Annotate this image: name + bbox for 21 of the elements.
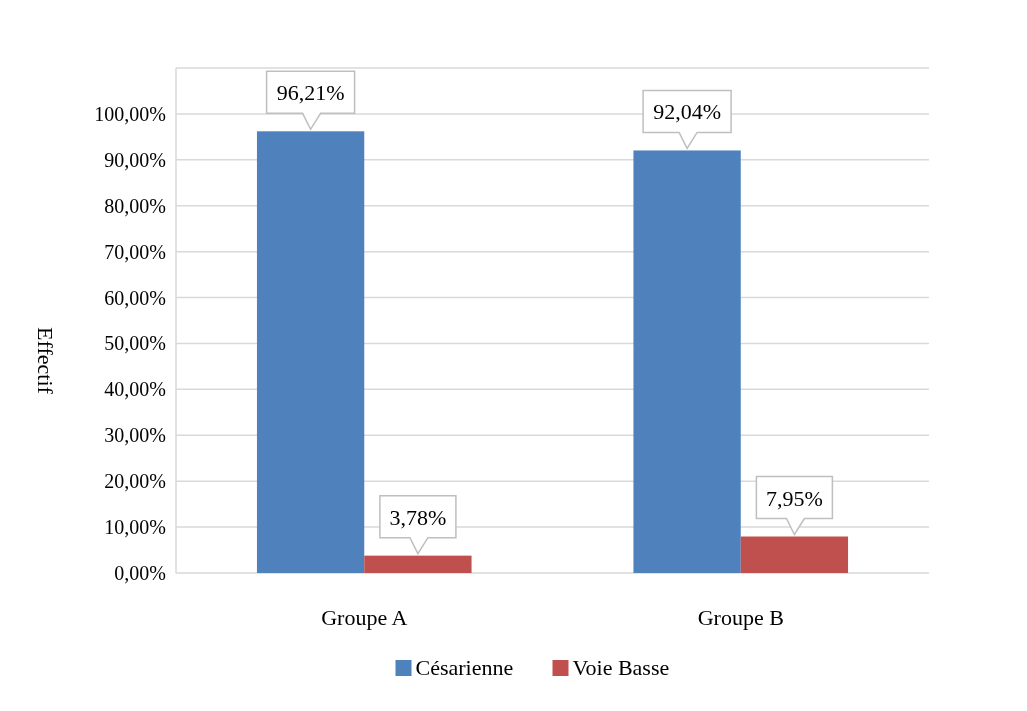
y-axis-title: Effectif — [33, 327, 58, 395]
legend-label: Voie Basse — [572, 655, 670, 680]
y-tick-label: 40,00% — [104, 378, 166, 401]
data-label: 96,21% — [276, 80, 345, 106]
x-tick-label: Groupe B — [697, 605, 784, 630]
y-tick-label: 20,00% — [104, 470, 166, 493]
data-label: 3,78% — [389, 504, 447, 530]
y-tick-label: 90,00% — [104, 148, 166, 171]
y-tick-label: 10,00% — [104, 516, 166, 539]
y-tick-label: 80,00% — [104, 194, 166, 217]
legend-label: Césarienne — [415, 655, 514, 680]
y-tick-label: 100,00% — [94, 102, 166, 125]
y-tick-label: 60,00% — [104, 286, 166, 309]
x-tick-label: Groupe A — [321, 605, 408, 630]
bar — [364, 555, 472, 573]
y-tick-label: 70,00% — [104, 240, 166, 263]
y-tick-label: 50,00% — [104, 332, 166, 355]
y-tick-label: 30,00% — [104, 424, 166, 447]
data-label: 92,04% — [653, 99, 722, 125]
y-tick-label: 0,00% — [114, 562, 166, 584]
data-label: 7,95% — [765, 485, 823, 511]
